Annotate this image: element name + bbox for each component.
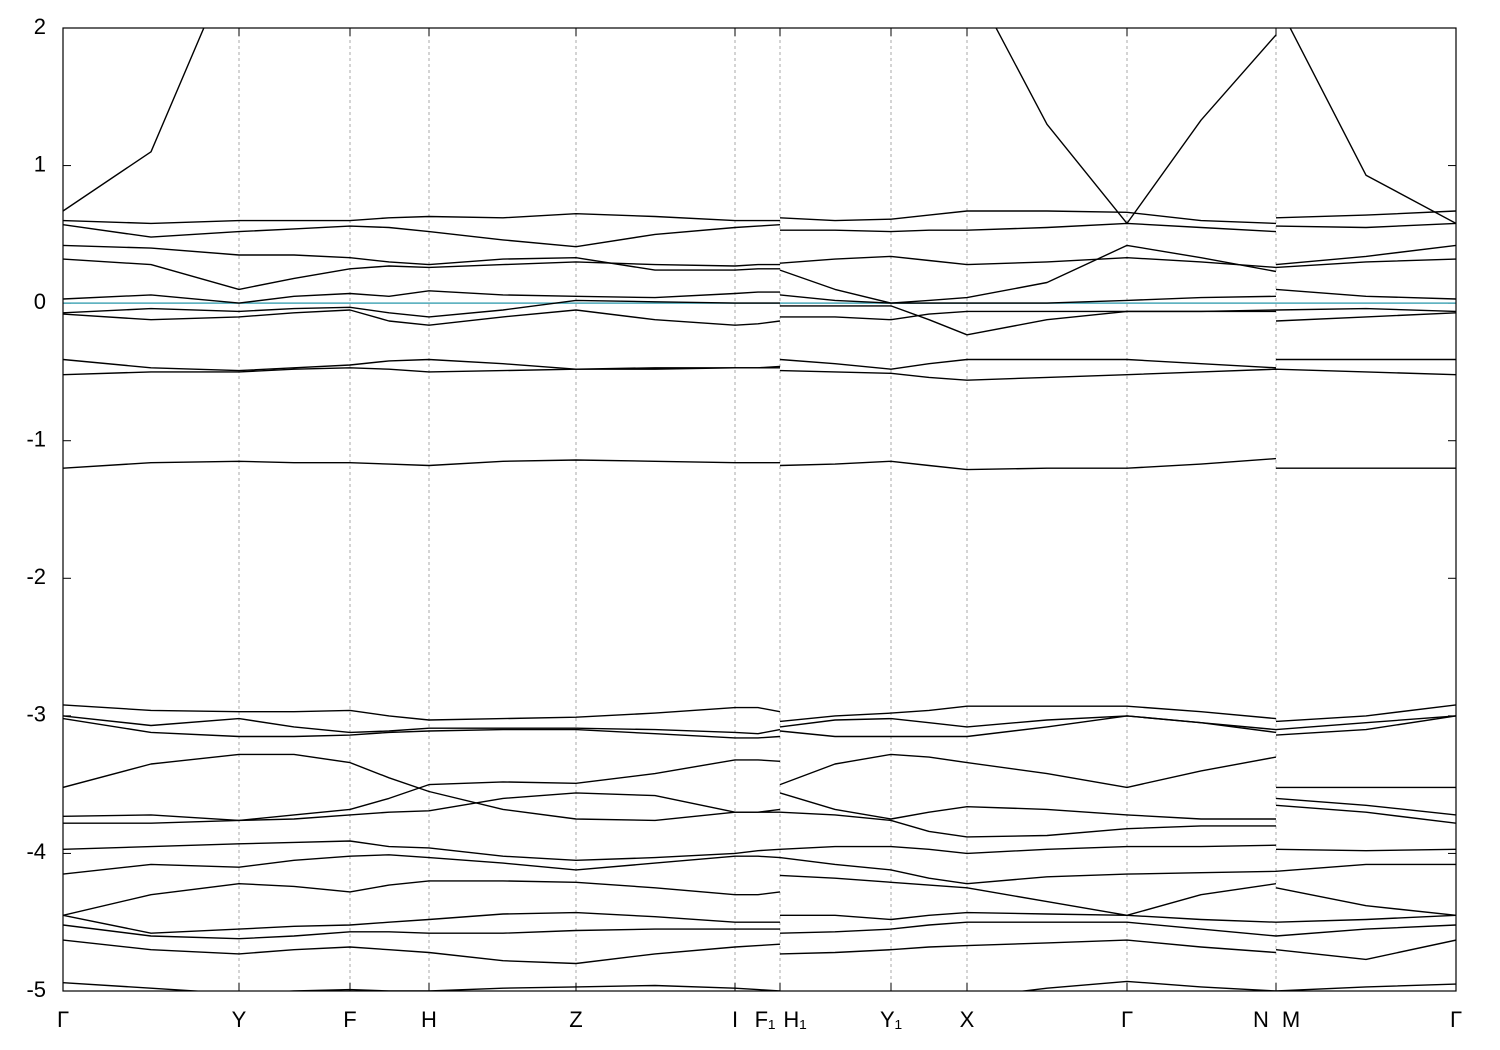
y-tick-label: -4 [26,839,46,864]
band-line [63,704,1456,723]
band-line [63,715,1456,739]
x-tick-label: Γ [1450,1007,1462,1032]
x-tick-label: M [1282,1007,1300,1032]
band-line [63,358,1456,372]
band-line [63,222,1456,248]
x-tick-label: F₁ [755,1007,776,1032]
band-line [63,854,1456,885]
y-tick-label: 0 [34,289,46,314]
band-line [63,309,1456,326]
x-tick-label: Y [232,1007,247,1032]
band-line [63,715,1456,735]
band-line [63,921,1456,940]
band-line [63,288,1456,304]
y-tick-label: -1 [26,427,46,452]
plot-frame [62,27,1457,992]
x-tick-label: Γ [1121,1007,1133,1032]
y-tick-label: -5 [26,977,46,1002]
plot-area [63,28,1456,991]
band-line [63,911,1456,934]
band-line [63,980,1456,991]
band-line [63,457,1456,471]
band-line [63,28,1456,225]
x-tick-label: Z [569,1007,582,1032]
x-tick-label: F [343,1007,356,1032]
band-line [63,367,1456,381]
y-tick-label: 1 [34,151,46,176]
band-line [63,874,1456,916]
x-tick-label: H [421,1007,437,1032]
x-tick-label: H₁ [783,1007,806,1032]
band-line [63,244,1456,271]
y-tick-label: 2 [34,14,46,39]
x-tick-label: I [732,1007,738,1032]
x-tick-label: Γ [57,1007,69,1032]
band-line [63,299,1456,336]
band-line [63,840,1456,861]
band-line [63,939,1456,965]
x-tick-label: X [960,1007,975,1032]
band-line [63,753,1456,822]
band-line [63,244,1456,304]
band-line [63,792,1456,838]
band-line [63,210,1456,225]
y-tick-label: -2 [26,564,46,589]
y-tick-label: -3 [26,702,46,727]
x-tick-label: Y₁ [880,1007,902,1032]
x-tick-label: N [1253,1007,1269,1032]
